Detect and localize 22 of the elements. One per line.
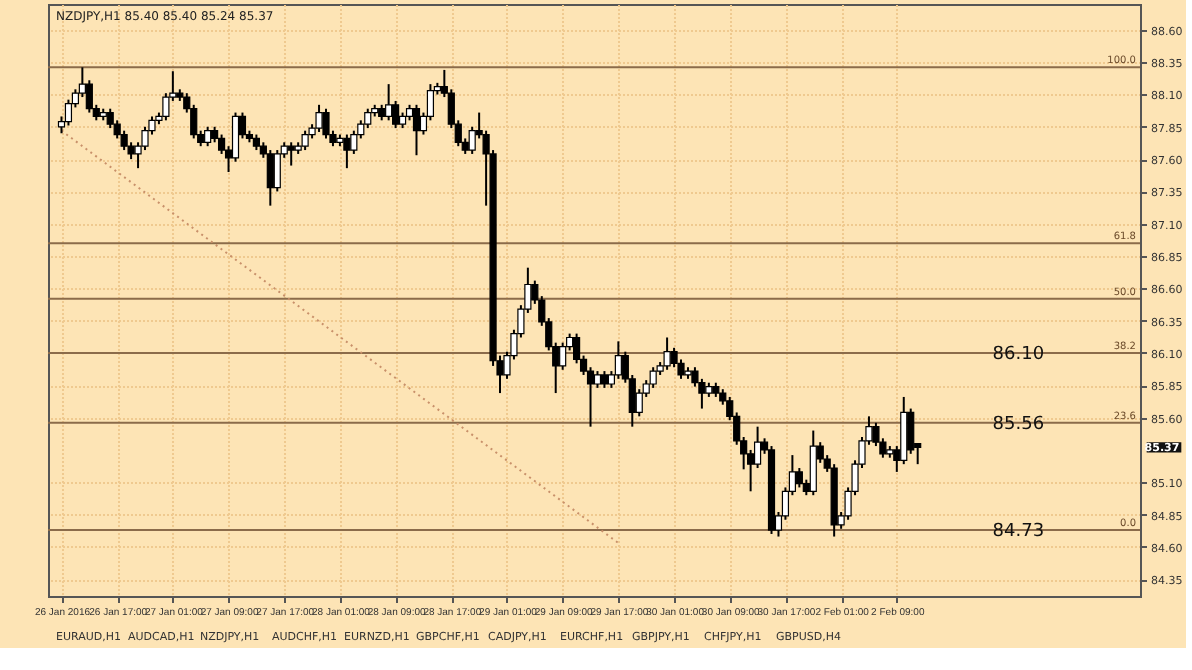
candlestick	[559, 341, 567, 371]
ref-line-label: 86.10	[992, 345, 1045, 365]
candlestick	[412, 103, 421, 157]
candlestick	[364, 107, 372, 130]
candlestick	[809, 429, 817, 497]
candlestick	[385, 83, 393, 122]
candlestick	[287, 141, 295, 167]
candlestick	[649, 366, 657, 389]
candlestick	[614, 340, 622, 380]
candlestick	[322, 107, 330, 140]
ref-line-label: 85.56	[992, 414, 1045, 435]
candlestick	[795, 467, 803, 489]
candlestick	[663, 336, 671, 371]
ref-line-label: 84.73	[992, 522, 1045, 543]
candlestick	[273, 149, 281, 193]
candlestick	[343, 133, 351, 170]
candlestick	[900, 395, 908, 466]
candlestick	[301, 129, 309, 152]
candlestick	[315, 103, 323, 133]
candlestick	[266, 149, 274, 207]
candlestick	[106, 107, 114, 130]
candlestick	[204, 125, 212, 148]
